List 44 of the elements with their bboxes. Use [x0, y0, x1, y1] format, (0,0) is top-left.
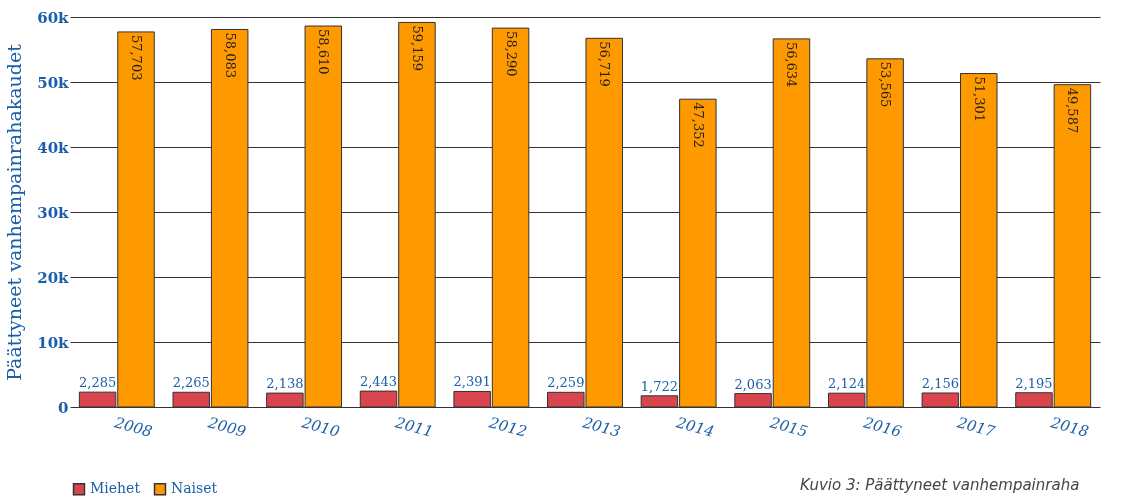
x-tick-label: 2016 [860, 413, 904, 441]
data-label: 58,083 [222, 32, 238, 78]
data-label: 2,195 [1015, 375, 1053, 391]
data-label: 1,722 [640, 378, 679, 394]
data-label: 2,156 [921, 375, 959, 391]
data-label: 47,352 [690, 102, 706, 148]
data-label: 57,703 [129, 34, 145, 81]
data-label: 2,063 [734, 376, 772, 392]
y-tick-label: 60k [37, 8, 70, 27]
data-label: 2,259 [547, 375, 585, 391]
y-tick-label: 10k [37, 333, 70, 352]
y-tick-label: 0 [58, 398, 69, 417]
data-label: 2,265 [172, 375, 210, 391]
x-tick-label: 2010 [298, 413, 342, 441]
x-tick-label: 2009 [205, 413, 249, 441]
data-label: 49,587 [1065, 87, 1081, 134]
data-label: 2,124 [828, 376, 866, 392]
x-tick-label: 2014 [673, 413, 717, 441]
data-label: 59,159 [409, 25, 425, 71]
data-label: 58,610 [316, 29, 332, 75]
text: Kuvio 3: Päättyneet vanhempainraha [800, 476, 1080, 494]
data-label: 2,391 [453, 374, 491, 390]
x-tick-label: 2012 [486, 413, 529, 441]
data-label: 2,443 [359, 374, 398, 390]
data-label: 58,290 [503, 31, 519, 77]
data-label: 2,138 [266, 376, 304, 392]
y-tick-label: 30k [37, 203, 70, 222]
y-axis-title: Päättyneet vanhempainrahakaudet [3, 43, 26, 381]
x-tick-label: 2015 [767, 413, 810, 441]
x-tick-label: 2011 [392, 413, 436, 441]
data-label: 56,719 [597, 41, 613, 87]
data-label: 56,634 [784, 41, 800, 88]
legend-label: Miehet [90, 480, 141, 497]
y-tick-label: 20k [37, 268, 70, 287]
y-tick-label: 50k [37, 73, 70, 92]
data-label: 53,565 [878, 61, 894, 108]
x-tick-label: 2017 [954, 413, 998, 441]
data-label: 51,301 [971, 76, 987, 123]
x-tick-label: 2018 [1048, 413, 1091, 441]
y-tick-label: 40k [37, 138, 70, 157]
x-tick-label: 2013 [579, 413, 623, 441]
legend-label: Naiset [171, 480, 218, 497]
x-tick-label: 2008 [111, 413, 155, 441]
data-label: 2,285 [79, 375, 117, 391]
